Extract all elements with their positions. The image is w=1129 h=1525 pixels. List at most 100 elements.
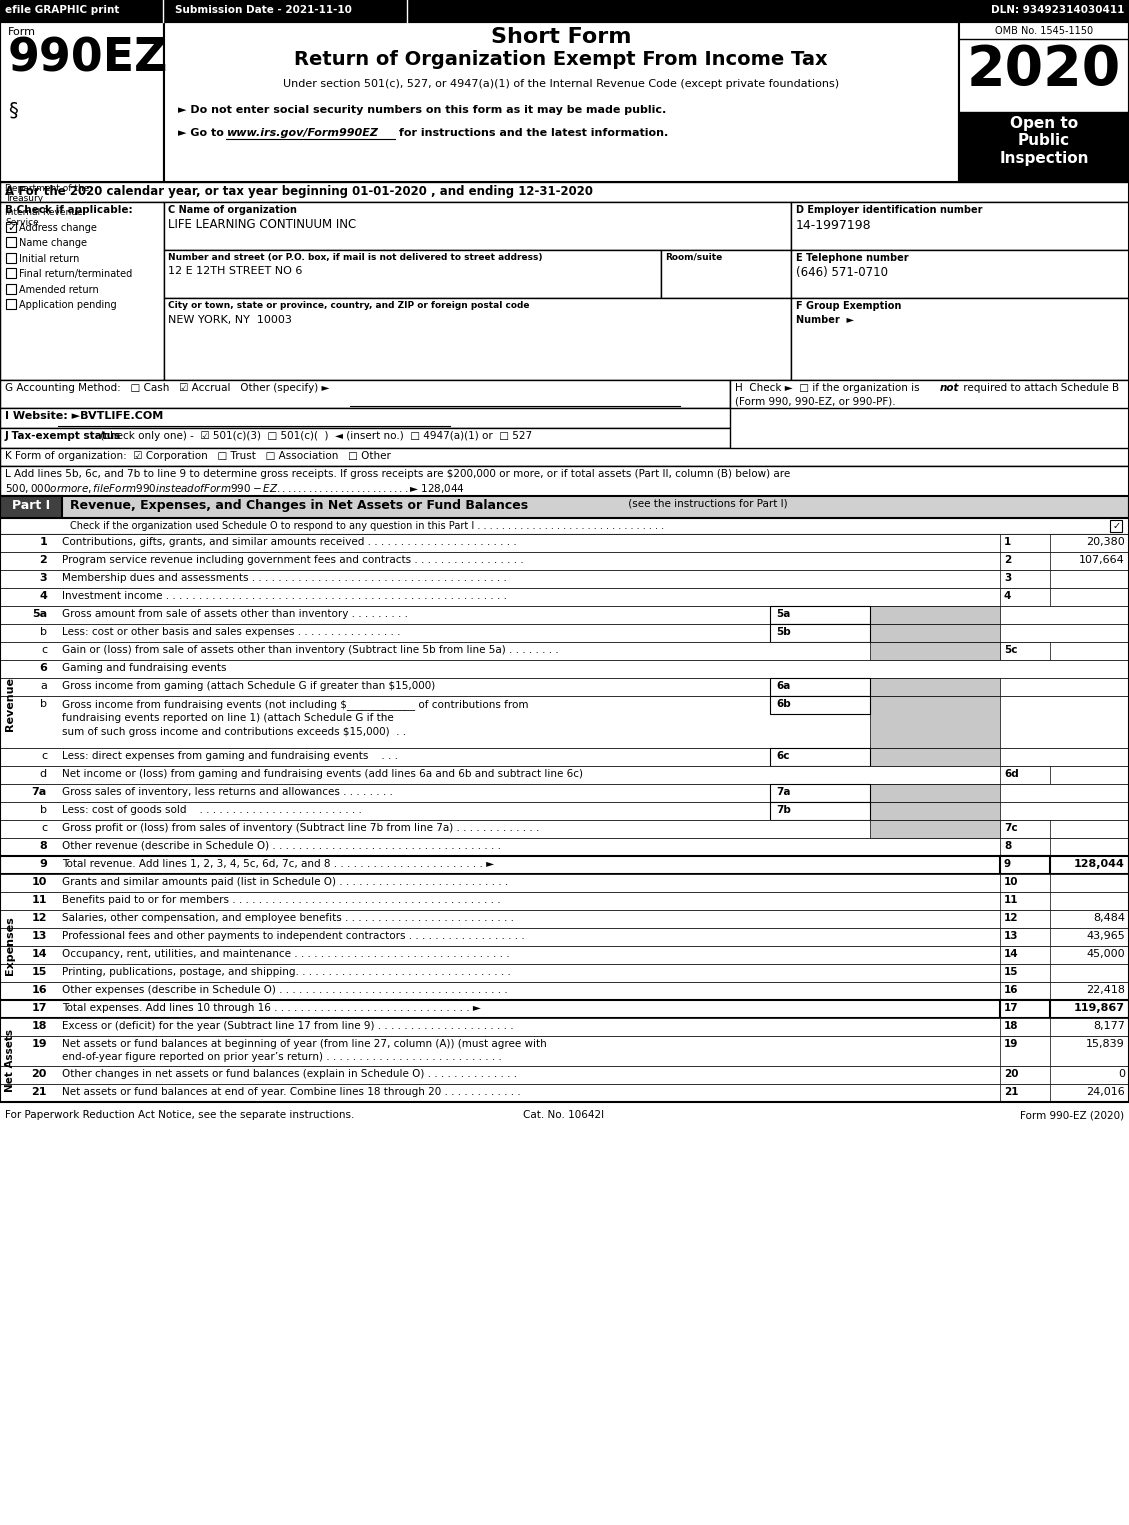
Bar [1000,766,1050,784]
Text: Address change: Address change [19,223,97,233]
Bar [0,856,1129,874]
Bar [0,982,1129,1000]
Text: Gross amount from sale of assets other than inventory . . . . . . . . .: Gross amount from sale of assets other t… [62,608,408,619]
Text: 13: 13 [1004,930,1018,941]
Bar [1000,1000,1050,1019]
Text: 8,484: 8,484 [1093,913,1124,923]
Text: Printing, publications, postage, and shipping. . . . . . . . . . . . . . . . . .: Printing, publications, postage, and shi… [62,967,511,978]
Text: required to attach Schedule B: required to attach Schedule B [960,383,1119,393]
Bar [0,570,1129,589]
Text: 5b: 5b [776,627,790,637]
Text: Gaming and fundraising events: Gaming and fundraising events [62,663,227,673]
Text: fundraising events reported on line 1) (attach Schedule G if the: fundraising events reported on line 1) (… [62,714,394,723]
Text: Less: cost or other basis and sales expenses . . . . . . . . . . . . . . . .: Less: cost or other basis and sales expe… [62,627,401,637]
Bar [0,380,730,409]
Text: d: d [40,769,47,779]
Text: 8,177: 8,177 [1093,1022,1124,1031]
Text: Other expenses (describe in Schedule O) . . . . . . . . . . . . . . . . . . . . : Other expenses (describe in Schedule O) … [62,985,508,994]
Text: For Paperwork Reduction Act Notice, see the separate instructions.: For Paperwork Reduction Act Notice, see … [5,1110,355,1119]
Text: Total expenses. Add lines 10 through 16 . . . . . . . . . . . . . . . . . . . . : Total expenses. Add lines 10 through 16 … [62,1003,481,1013]
Text: L Add lines 5b, 6c, and 7b to line 9 to determine gross receipts. If gross recei: L Add lines 5b, 6c, and 7b to line 9 to … [5,470,790,479]
Text: Room/suite: Room/suite [665,253,723,262]
Bar [6,253,16,262]
Bar [0,518,1129,534]
Bar [870,679,1000,695]
Text: 45,000: 45,000 [1086,949,1124,959]
Text: sum of such gross income and contributions exceeds $15,000)  . .: sum of such gross income and contributio… [62,727,406,737]
Text: Check if the organization used Schedule O to respond to any question in this Par: Check if the organization used Schedule … [70,522,664,531]
Bar [0,1066,1129,1084]
Text: (see the instructions for Part I): (see the instructions for Part I) [625,499,788,509]
Bar [164,201,791,250]
Text: B Check if applicable:: B Check if applicable: [5,204,132,215]
Bar [0,409,730,429]
Text: DLN: 93492314030411: DLN: 93492314030411 [990,5,1124,15]
Text: 7b: 7b [776,805,791,814]
Text: E Telephone number: E Telephone number [796,253,909,262]
Bar [0,802,1129,820]
Text: Net assets or fund balances at beginning of year (from line 27, column (A)) (mus: Net assets or fund balances at beginning… [62,1039,546,1049]
Text: 8: 8 [40,840,47,851]
Text: Program service revenue including government fees and contracts . . . . . . . . : Program service revenue including govern… [62,555,524,564]
Bar [1000,589,1050,605]
Bar [0,181,1129,201]
Text: 2: 2 [1004,555,1012,564]
Text: 2: 2 [40,555,47,564]
Text: (check only one) -  ☑ 501(c)(3)  □ 501(c)(  )  ◄ (insert no.)  □ 4947(a)(1) or  : (check only one) - ☑ 501(c)(3) □ 501(c)(… [97,432,532,441]
Text: 4: 4 [1004,592,1012,601]
Text: Excess or (deficit) for the year (Subtract line 17 from line 9) . . . . . . . . : Excess or (deficit) for the year (Subtra… [62,1022,514,1031]
Text: 19: 19 [1004,1039,1018,1049]
Text: 0: 0 [1118,1069,1124,1080]
Text: Less: direct expenses from gaming and fundraising events    . . .: Less: direct expenses from gaming and fu… [62,750,399,761]
Bar [770,679,870,695]
Text: Under section 501(c), 527, or 4947(a)(1) of the Internal Revenue Code (except pr: Under section 501(c), 527, or 4947(a)(1)… [283,79,839,88]
Bar [770,802,870,820]
Text: 1: 1 [40,537,47,547]
Text: 4: 4 [40,592,47,601]
Text: Gross sales of inventory, less returns and allowances . . . . . . . .: Gross sales of inventory, less returns a… [62,787,393,798]
Text: c: c [41,824,47,833]
Text: Net assets or fund balances at end of year. Combine lines 18 through 20 . . . . : Net assets or fund balances at end of ye… [62,1087,520,1096]
Text: 128,044: 128,044 [1074,859,1124,869]
Bar [164,250,660,297]
Bar [1000,1084,1050,1103]
Text: www.irs.gov/Form990EZ: www.irs.gov/Form990EZ [226,128,378,137]
Bar [0,21,164,181]
Bar [0,0,1129,21]
Text: 12 E 12TH STREET NO 6: 12 E 12TH STREET NO 6 [168,265,303,276]
Text: Less: cost of goods sold    . . . . . . . . . . . . . . . . . . . . . . . . .: Less: cost of goods sold . . . . . . . .… [62,805,362,814]
Text: 7a: 7a [776,787,790,798]
Bar [1000,552,1050,570]
Bar [6,299,16,310]
Text: Application pending: Application pending [19,300,116,310]
Bar [0,660,1129,679]
Bar [0,429,730,448]
Text: Number  ►: Number ► [796,316,854,325]
Bar [0,695,1129,747]
Text: Membership dues and assessments . . . . . . . . . . . . . . . . . . . . . . . . : Membership dues and assessments . . . . … [62,573,507,583]
Bar [0,766,1129,784]
Bar [791,250,1129,297]
Text: 7c: 7c [1004,824,1017,833]
Bar [870,605,1000,624]
Text: Department of the
Treasury: Department of the Treasury [5,185,89,203]
Bar [870,747,1000,766]
Text: G Accounting Method:   □ Cash   ☑ Accrual   Other (specify) ►: G Accounting Method: □ Cash ☑ Accrual Ot… [5,383,330,393]
Text: 15: 15 [1004,967,1018,978]
Text: for instructions and the latest information.: for instructions and the latest informat… [395,128,668,137]
Text: Gross profit or (loss) from sales of inventory (Subtract line 7b from line 7a) .: Gross profit or (loss) from sales of inv… [62,824,540,833]
Bar [1000,534,1050,552]
Text: Other changes in net assets or fund balances (explain in Schedule O) . . . . . .: Other changes in net assets or fund bala… [62,1069,517,1080]
Bar [0,534,1129,552]
Text: Cat. No. 10642I: Cat. No. 10642I [524,1110,604,1119]
Text: 18: 18 [32,1022,47,1031]
Text: Form: Form [8,27,36,37]
Bar [0,496,62,518]
Text: 11: 11 [1004,895,1018,904]
Text: 21: 21 [1004,1087,1018,1096]
Text: b: b [40,805,47,814]
Text: 6b: 6b [776,698,790,709]
Text: Final return/terminated: Final return/terminated [19,268,132,279]
Text: ✓: ✓ [1113,522,1121,531]
Text: 21: 21 [32,1087,47,1096]
